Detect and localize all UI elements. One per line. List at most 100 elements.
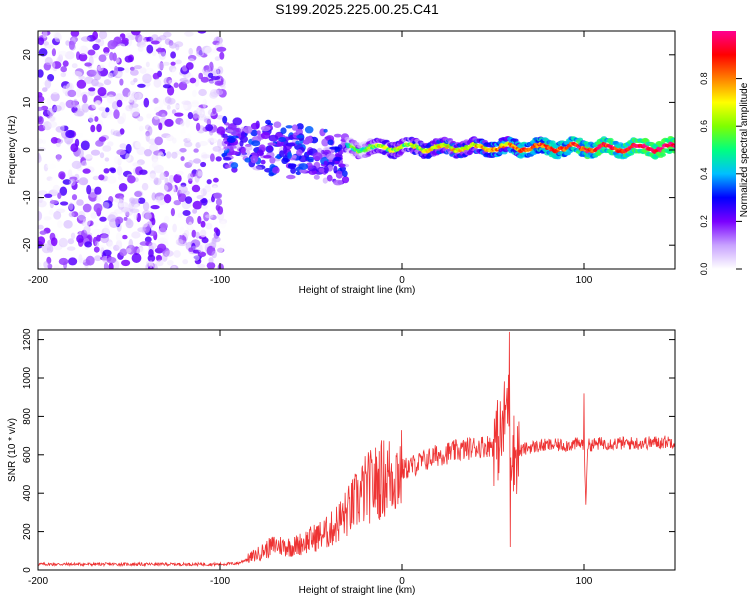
noise-blob (110, 168, 116, 174)
x-tick-label: -200 (28, 576, 48, 587)
noise-blob (173, 173, 182, 184)
signal-halo (672, 149, 675, 154)
noise-blob (214, 80, 224, 86)
noise-blob (116, 72, 124, 77)
noise-blob (163, 215, 170, 224)
bottom-x-ticks: -200 -100 0 100 (28, 330, 593, 587)
noise-blob (119, 143, 127, 149)
noise-blob (198, 244, 203, 253)
noise-blob (59, 186, 68, 196)
noise-blob (69, 178, 76, 186)
noise-blob (180, 132, 187, 139)
noise-blob (107, 40, 117, 50)
noise-blob (200, 220, 206, 228)
noise-blob (204, 185, 212, 193)
noise-blob (82, 217, 91, 227)
noise-blob (210, 153, 215, 162)
transition-blob (323, 160, 328, 166)
noise-blob (127, 175, 136, 184)
noise-blob (50, 88, 60, 95)
noise-blob (177, 212, 183, 218)
noise-blob (187, 112, 194, 120)
noise-blob (57, 192, 62, 199)
noise-blob (108, 262, 114, 269)
noise-blob (82, 161, 87, 166)
noise-blob (141, 220, 148, 228)
noise-blob (212, 146, 222, 152)
noise-blob (42, 139, 46, 144)
noise-blob (84, 76, 94, 84)
noise-blob (168, 174, 175, 184)
noise-blob (213, 89, 224, 96)
noise-blob (158, 35, 167, 41)
noise-blob (184, 141, 193, 148)
noise-blob (58, 237, 68, 248)
noise-blob (170, 51, 177, 59)
noise-blob (97, 65, 104, 72)
noise-blob (157, 243, 167, 252)
noise-blob (78, 53, 88, 62)
noise-blob (126, 248, 132, 254)
noise-blob (216, 46, 227, 52)
noise-blob (191, 229, 197, 238)
noise-blob (86, 184, 92, 195)
noise-blob (82, 203, 92, 213)
noise-blob (200, 161, 207, 168)
noise-blob (217, 263, 224, 269)
noise-blob (215, 198, 223, 206)
noise-blob (105, 107, 110, 113)
noise-blob (42, 31, 48, 39)
noise-blob (92, 175, 100, 181)
noise-blob (147, 126, 153, 136)
transition-blob (273, 121, 282, 128)
noise-blob (129, 208, 140, 213)
noise-blob (93, 71, 102, 81)
noise-blob (53, 105, 62, 112)
noise-blob (166, 260, 174, 266)
noise-blob (82, 168, 91, 174)
transition-blob (312, 152, 323, 161)
noise-blob (137, 35, 146, 46)
noise-blob (72, 98, 79, 109)
noise-blob (38, 262, 42, 268)
top-x-ticks: -200 -100 0 100 (28, 31, 593, 286)
noise-blob (47, 263, 53, 269)
noise-blob (157, 62, 165, 70)
noise-blob (182, 80, 190, 84)
noise-blob (58, 171, 66, 180)
noise-blob (171, 109, 177, 115)
noise-blob (38, 69, 44, 78)
noise-blob (164, 177, 169, 185)
transition-blob (278, 137, 287, 142)
noise-blob (134, 191, 143, 197)
noise-blob (70, 31, 80, 38)
transition-blob (295, 171, 301, 176)
snr-panel: -200 -100 0 100 0 200 400 600 800 1000 1200 Heigh… (7, 328, 676, 596)
noise-blob (142, 201, 150, 211)
noise-blob (38, 142, 42, 148)
noise-blob (212, 68, 220, 77)
noise-blob (214, 56, 221, 61)
noise-blob (53, 264, 60, 269)
transition-blob (329, 146, 340, 150)
transition-blob (263, 155, 272, 159)
noise-blob (76, 199, 84, 206)
noise-blob (119, 128, 125, 135)
signal-halo (577, 137, 583, 142)
noise-blob (99, 152, 105, 159)
noise-blob (173, 200, 182, 206)
noise-blob (190, 101, 200, 108)
noise-blob (159, 184, 169, 192)
noise-blob (193, 158, 201, 164)
noise-blob (132, 162, 142, 168)
noise-blob (53, 211, 62, 220)
noise-blob (199, 187, 204, 197)
noise-blob (154, 136, 163, 146)
noise-blob (176, 170, 184, 176)
transition-blob (241, 147, 246, 155)
noise-blob (162, 84, 172, 89)
noise-blob (162, 61, 170, 66)
noise-blob (198, 72, 204, 80)
transition-blob (333, 133, 342, 138)
x-tick-label: 100 (576, 576, 593, 587)
